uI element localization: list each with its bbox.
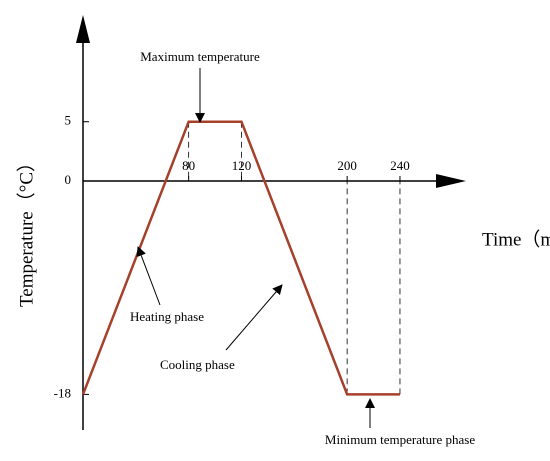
- annotation-arrow: [136, 246, 161, 306]
- x-axis-arrow: [436, 174, 466, 188]
- y-tick-label: 0: [65, 172, 72, 187]
- y-tick-label: 5: [65, 113, 72, 128]
- annotation: Minimum temperature phase: [325, 432, 475, 447]
- line: [81, 120, 400, 396]
- x-tick-label: 200: [337, 158, 357, 173]
- annotation: Cooling phase: [160, 357, 235, 372]
- y-tick-label: -18: [54, 385, 71, 400]
- annotation: Heating phase: [130, 309, 204, 324]
- annotation-arrow: [225, 284, 283, 351]
- annotation: Maximum temperature: [140, 49, 260, 64]
- x-tick-label: 240: [390, 158, 410, 173]
- x-axis-title: Time（min）: [482, 228, 550, 250]
- y-axis-arrow: [76, 15, 90, 43]
- y-axis-title: Temperature（°C）: [15, 153, 37, 307]
